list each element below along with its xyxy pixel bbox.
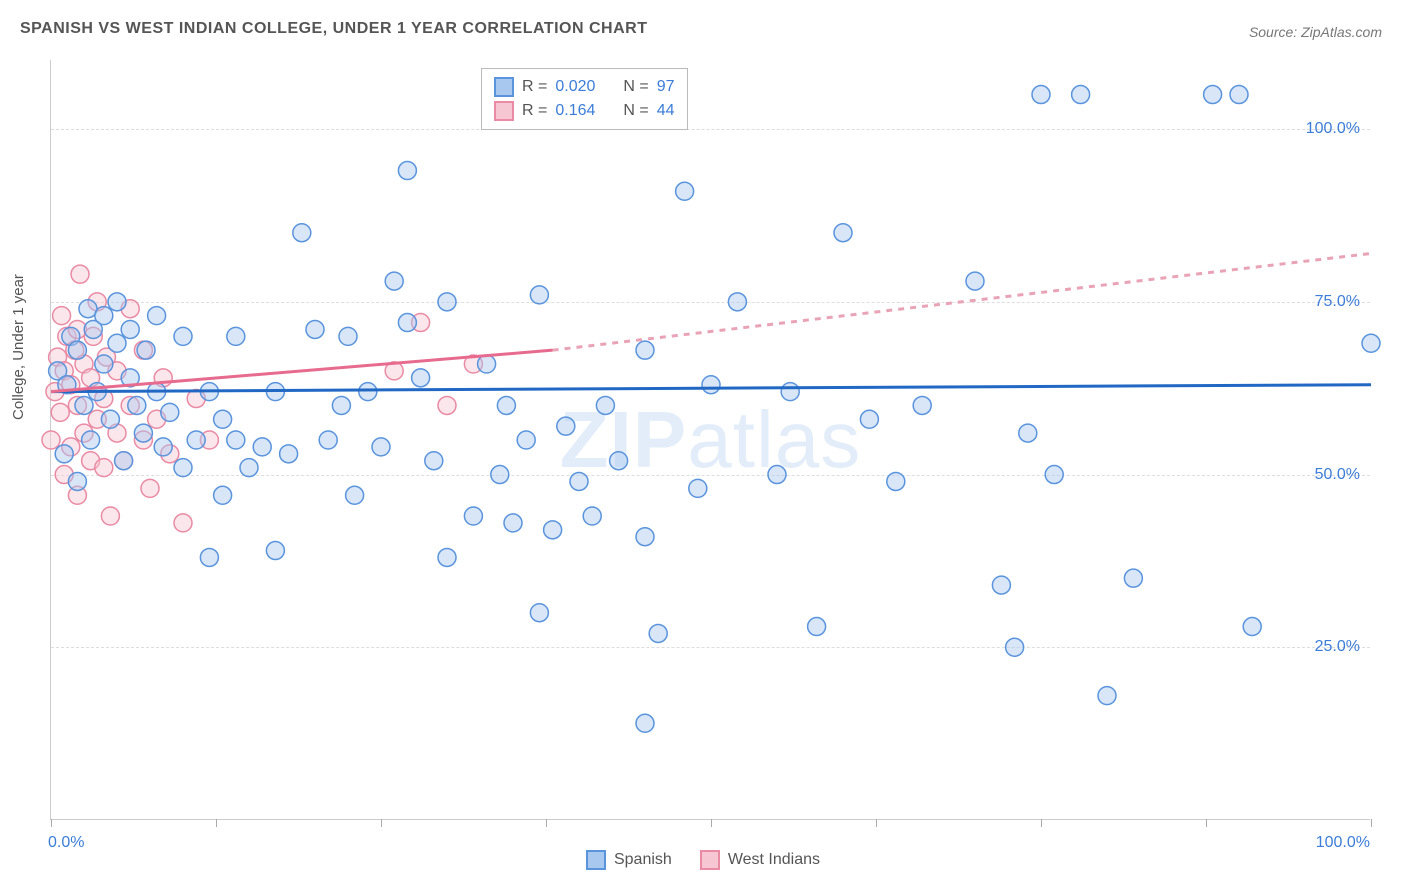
series-legend: Spanish West Indians	[586, 850, 820, 870]
r-value-spanish: 0.020	[555, 78, 595, 96]
r-value-westindians: 0.164	[555, 102, 595, 120]
n-value-spanish: 97	[657, 78, 675, 96]
legend-item-westindians: West Indians	[700, 850, 820, 870]
chart-title: SPANISH VS WEST INDIAN COLLEGE, UNDER 1 …	[20, 20, 647, 38]
legend-label-spanish: Spanish	[614, 851, 672, 869]
x-tick-right: 100.0%	[1316, 834, 1370, 852]
swatch-westindians	[700, 850, 720, 870]
n-label: N =	[623, 78, 648, 96]
scatter-plot	[51, 60, 1370, 819]
chart-area: ZIPatlas 25.0%50.0%75.0%100.0% R = 0.020…	[50, 60, 1370, 820]
x-tick-left: 0.0%	[48, 834, 84, 852]
legend-item-spanish: Spanish	[586, 850, 672, 870]
n-value-westindians: 44	[657, 102, 675, 120]
n-label: N =	[623, 102, 648, 120]
r-label: R =	[522, 102, 547, 120]
stats-legend: R = 0.020 N = 97 R = 0.164 N = 44	[481, 68, 688, 130]
stats-row-spanish: R = 0.020 N = 97	[494, 75, 675, 99]
stats-row-westindians: R = 0.164 N = 44	[494, 99, 675, 123]
source-label: Source: ZipAtlas.com	[1249, 24, 1382, 40]
swatch-spanish	[494, 77, 514, 97]
swatch-westindians	[494, 101, 514, 121]
r-label: R =	[522, 78, 547, 96]
y-axis-label: College, Under 1 year	[10, 274, 27, 420]
legend-label-westindians: West Indians	[728, 851, 820, 869]
swatch-spanish	[586, 850, 606, 870]
